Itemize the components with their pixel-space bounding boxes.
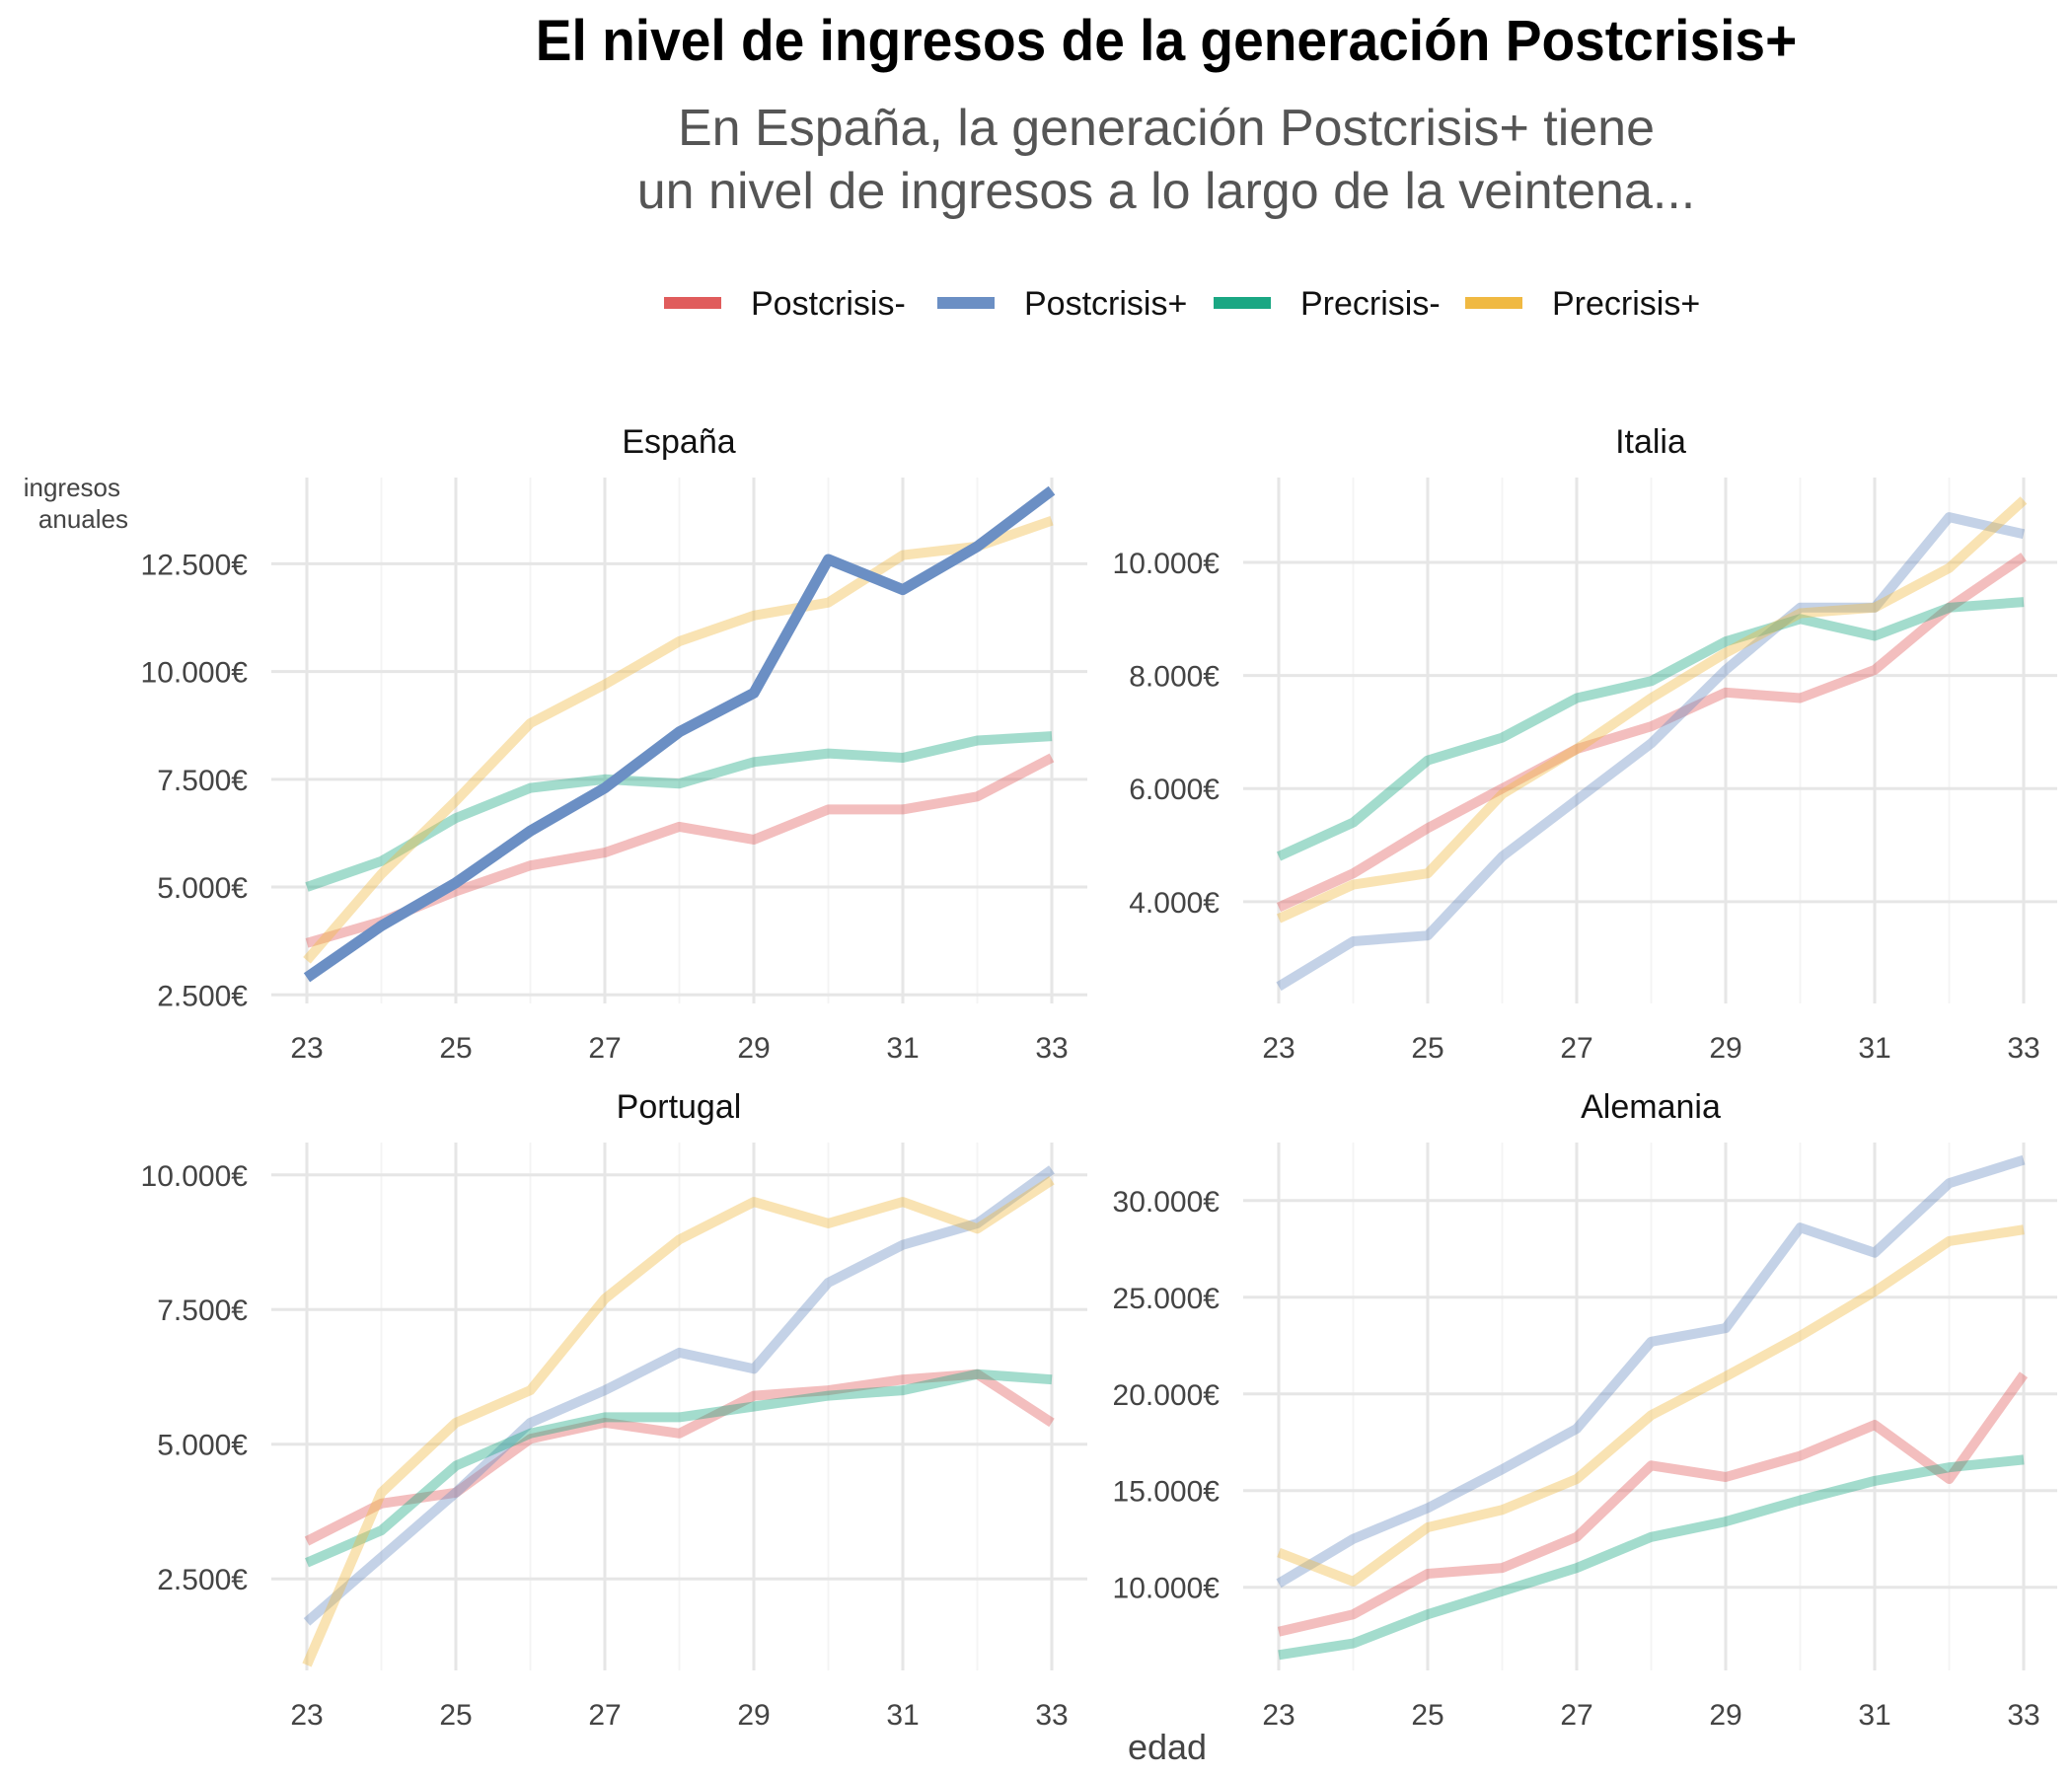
x-tick-label: 27 (588, 1032, 621, 1065)
y-tick-label: 10.000€ (141, 657, 249, 690)
facet-panels: España 2.500€ 5.000€ 7.500€ 10.000€ 12.500€ 23… (141, 423, 2057, 1732)
y-tick-label: 5.000€ (157, 1430, 248, 1462)
series-line-alemania-postcrisis-minus (1277, 1371, 2029, 1637)
x-tick-label: 33 (1035, 1699, 1068, 1732)
panel-alemania: Alemania 10.000€ 15.000€ 20.000€ 25.000€ 30.0… (1113, 1088, 2057, 1732)
panel-portugal: Portugal 2.500€ 5.000€ 7.500€ 10.000€ 23 25 27 2… (141, 1088, 1087, 1732)
legend-item-postcrisis-minus: Postcrisis- (664, 285, 906, 323)
series-line-espana-postcrisis-plus (303, 485, 1056, 983)
series-line-alemania-precrisis-plus (1277, 1224, 2025, 1587)
legend: Postcrisis- Postcrisis+ Precrisis- Precrisi… (664, 285, 1700, 323)
x-tick-label: 31 (886, 1699, 919, 1732)
x-tick-label: 25 (439, 1032, 472, 1065)
x-tick-label: 25 (439, 1699, 472, 1732)
y-tick-label: 7.500€ (157, 765, 248, 797)
x-tick-label: 29 (1709, 1032, 1741, 1065)
y-tick-label: 15.000€ (1113, 1476, 1221, 1509)
series-line-italia-postcrisis-plus (1276, 512, 2026, 992)
x-tick-label: 29 (737, 1699, 770, 1732)
y-tick-label: 25.000€ (1113, 1283, 1221, 1315)
series-line-portugal-precrisis-plus (302, 1176, 1055, 1667)
legend-item-precrisis-minus: Precrisis- (1214, 285, 1441, 323)
legend-item-postcrisis-plus: Postcrisis+ (937, 285, 1187, 323)
panel-italia: Italia 4.000€ 6.000€ 8.000€ 10.000€ 23 25 27 29 3… (1113, 423, 2057, 1065)
series-line-espana-precrisis-plus (303, 515, 1054, 964)
series-line-italia-precrisis-plus (1276, 496, 2028, 924)
chart-title: El nivel de ingresos de la generación Po… (535, 9, 1798, 73)
legend-label-postcrisis-plus: Postcrisis+ (1024, 285, 1187, 323)
panel-title-italia: Italia (1615, 423, 1686, 461)
x-tick-label: 27 (588, 1699, 621, 1732)
x-tick-label: 23 (290, 1032, 323, 1065)
y-axis-label-line-1: ingresos (24, 473, 120, 502)
x-tick-label: 25 (1411, 1032, 1443, 1065)
x-tick-label: 23 (290, 1699, 323, 1732)
x-tick-label: 31 (1858, 1032, 1890, 1065)
legend-label-precrisis-minus: Precrisis- (1300, 285, 1441, 323)
series-line-espana-precrisis-minus (305, 731, 1053, 892)
x-tick-label: 31 (1858, 1699, 1890, 1732)
y-axis-label-line-2: anuales (38, 504, 128, 534)
series-line-portugal-precrisis-minus (305, 1369, 1053, 1568)
legend-item-precrisis-plus: Precrisis+ (1465, 285, 1700, 323)
panel-espana: España 2.500€ 5.000€ 7.500€ 10.000€ 12.500€ 23… (141, 423, 1087, 1065)
legend-label-postcrisis-minus: Postcrisis- (751, 285, 906, 323)
series-line-alemania-precrisis-minus (1278, 1454, 2025, 1661)
x-axis-label: edad (1128, 1727, 1207, 1767)
panel-title-alemania: Alemania (1581, 1088, 1721, 1126)
y-tick-label: 10.000€ (1113, 1573, 1221, 1605)
x-tick-label: 29 (737, 1032, 770, 1065)
y-tick-label: 4.000€ (1129, 887, 1220, 920)
chart-subtitle-line-1: En España, la generación Postcrisis+ tie… (677, 100, 1656, 157)
series-line-italia-precrisis-minus (1276, 597, 2025, 861)
series-line-alemania-postcrisis-plus (1276, 1154, 2026, 1589)
x-tick-label: 25 (1411, 1699, 1443, 1732)
x-tick-label: 23 (1262, 1032, 1295, 1065)
series-line-portugal-postcrisis-plus (303, 1165, 1055, 1626)
x-tick-label: 33 (1035, 1032, 1068, 1065)
chart-subtitle-line-2: un nivel de ingresos a lo largo de la ve… (636, 163, 1696, 220)
y-tick-label: 2.500€ (157, 980, 248, 1012)
y-tick-label: 6.000€ (1129, 774, 1220, 806)
series-line-portugal-postcrisis-minus (304, 1369, 1055, 1546)
y-tick-label: 5.000€ (157, 872, 248, 905)
x-tick-label: 33 (2007, 1699, 2039, 1732)
y-tick-label: 7.500€ (157, 1295, 248, 1327)
x-tick-label: 23 (1262, 1699, 1295, 1732)
x-tick-label: 31 (886, 1032, 919, 1065)
panel-title-portugal: Portugal (617, 1088, 742, 1126)
x-tick-label: 27 (1560, 1699, 1592, 1732)
x-tick-label: 29 (1709, 1699, 1741, 1732)
panel-title-espana: España (622, 423, 735, 461)
y-tick-label: 8.000€ (1129, 661, 1220, 694)
legend-label-precrisis-plus: Precrisis+ (1552, 285, 1700, 323)
y-tick-label: 10.000€ (141, 1160, 249, 1193)
y-tick-label: 2.500€ (157, 1564, 248, 1596)
y-tick-label: 30.000€ (1113, 1186, 1221, 1219)
x-tick-label: 33 (2007, 1032, 2039, 1065)
series-line-italia-postcrisis-minus (1276, 553, 2027, 913)
x-tick-label: 27 (1560, 1032, 1592, 1065)
y-tick-label: 20.000€ (1113, 1379, 1221, 1412)
y-tick-label: 10.000€ (1113, 548, 1221, 580)
y-tick-label: 12.500€ (141, 549, 249, 581)
